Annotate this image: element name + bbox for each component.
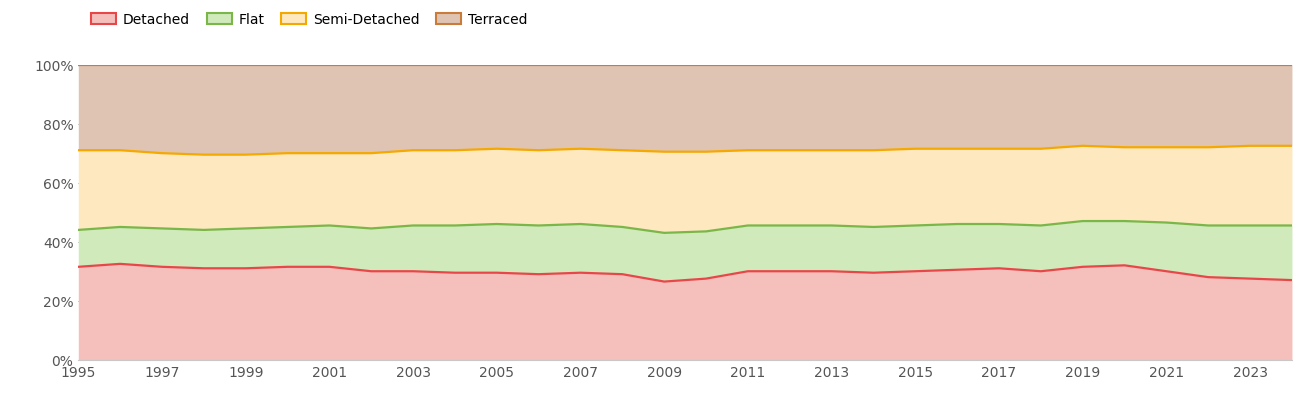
Legend: Detached, Flat, Semi-Detached, Terraced: Detached, Flat, Semi-Detached, Terraced xyxy=(85,8,534,33)
